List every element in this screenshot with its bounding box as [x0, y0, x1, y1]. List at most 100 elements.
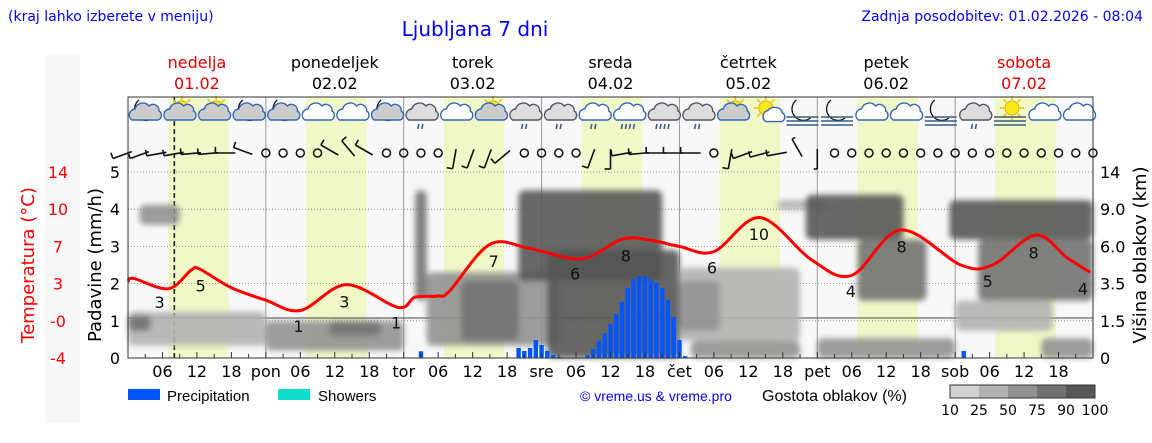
precip-tick-label: 1	[110, 312, 120, 331]
temperature-value-label: 4	[846, 282, 856, 301]
wind-shaft	[354, 144, 374, 156]
temp-tick-label: -0	[50, 312, 66, 331]
cloud-icon	[855, 102, 889, 121]
raindrop	[632, 123, 636, 130]
night-cloudy-icon	[267, 99, 301, 122]
precipitation-bar	[539, 344, 544, 358]
temperature-layer: 3 5 1 3 1 7 6 8 6 10 4 8 5 8 4	[126, 216, 1091, 336]
axes: 543210141073-0-4149.06.03.51.50Temperatu…	[18, 163, 1151, 381]
menu-hint[interactable]: (kraj lahko izberete v meniju)	[8, 9, 214, 25]
cloud-scale-swatch	[1008, 385, 1037, 398]
temperature-value-label: 1	[293, 317, 303, 336]
sun-ray	[1017, 113, 1022, 118]
wind-feather	[747, 151, 751, 158]
cloud-icon	[762, 106, 786, 123]
showers-swatch	[278, 389, 310, 400]
overcast-light-rain-icon	[543, 102, 578, 130]
wind-calm-icon	[261, 148, 271, 158]
precipitation-bars	[418, 276, 966, 358]
precipitation-bar	[527, 347, 533, 358]
wind-feather	[110, 152, 114, 159]
wind-calm-icon	[1071, 148, 1081, 158]
day-date: 05.02	[725, 74, 771, 93]
wind-feather	[144, 149, 148, 156]
wind-calm-icon	[1036, 148, 1047, 158]
sun-ray	[483, 98, 488, 103]
wind-feather	[722, 166, 729, 170]
copyright-link[interactable]: © vreme.us & vreme.pro	[580, 388, 732, 404]
precipitation-bar	[533, 340, 539, 358]
x-tick-label: 06	[428, 362, 448, 381]
wind-calm-icon	[881, 148, 891, 158]
day-date: 06.02	[863, 74, 909, 93]
cloud-icon	[232, 102, 266, 121]
sun-ray	[498, 98, 503, 103]
cloud-blob	[805, 194, 904, 240]
moon-icon	[825, 99, 846, 122]
wind-shaft	[483, 148, 492, 169]
cloud-icon	[716, 102, 751, 121]
cloudy-icon	[1028, 102, 1062, 121]
precipitation-bar	[619, 301, 625, 358]
daylight-band	[306, 97, 367, 358]
cloud-icon	[959, 102, 993, 121]
precipitation-legend-label: Precipitation	[167, 388, 250, 405]
cloudy-moderate-rain-icon	[613, 102, 647, 130]
wind-feather	[232, 141, 237, 148]
cloud-icon	[682, 102, 716, 121]
wind-feather	[627, 148, 630, 155]
temp-tick-label: 7	[53, 237, 63, 256]
cloud-icon	[1062, 102, 1097, 121]
cloud-icon	[267, 102, 301, 121]
showers-legend-label: Showers	[318, 388, 376, 405]
sun-fog-icon	[994, 96, 1026, 126]
precipitation-bar	[591, 349, 596, 358]
raindrop	[590, 123, 593, 130]
cloud-icon	[578, 102, 612, 121]
cloud-blob	[1041, 338, 1093, 358]
x-tick-label: 12	[187, 362, 207, 381]
cloud-scale-frame	[949, 384, 1096, 399]
x-tick-label: 18	[359, 362, 379, 381]
sun-ray	[770, 98, 775, 103]
precip-tick-label: 3	[110, 237, 120, 256]
cloud-scale-label: 10	[941, 403, 959, 419]
day-date: 02.02	[312, 74, 358, 93]
mostly-clear-icon	[753, 96, 786, 123]
cloud-scale-swatch	[1037, 385, 1066, 398]
night-fog-icon	[924, 99, 957, 126]
day-name: četrtek	[720, 53, 778, 72]
temp-tick-label: 14	[48, 163, 68, 182]
cloud-blob	[128, 315, 151, 331]
precipitation-bar	[659, 288, 665, 358]
temperature-line	[126, 216, 1091, 313]
sun-ray	[740, 98, 745, 103]
x-tick-label: 18	[1048, 362, 1068, 381]
cloud-icon	[889, 102, 924, 121]
wind-calm-icon	[554, 148, 564, 158]
temperature-value-label: 5	[196, 277, 206, 296]
wind-shaft	[791, 138, 803, 157]
precipitation-bar	[642, 276, 648, 358]
x-tick-label: pon	[251, 362, 281, 381]
cloud-height-tick-label: 14	[1100, 163, 1120, 182]
wind-barb-icon	[214, 147, 236, 154]
precipitation-bar	[682, 356, 688, 358]
x-tick-label: pet	[804, 362, 830, 381]
cloud-scale-label: 90	[1057, 403, 1075, 419]
wind-feather	[446, 166, 453, 170]
cloud-blob	[679, 281, 720, 331]
sun-ray	[756, 98, 761, 103]
cloud-height-tick-label: 1.5	[1100, 312, 1125, 331]
wind-feather	[196, 148, 200, 155]
cloudy-icon	[889, 102, 924, 121]
x-tick-label: 12	[462, 362, 482, 381]
raindrop	[970, 123, 974, 130]
cloud-blob	[690, 340, 801, 358]
raindrop	[559, 123, 562, 130]
day-name: torek	[452, 53, 494, 72]
wind-calm-icon	[967, 148, 978, 158]
temp-tick-label: 3	[53, 275, 63, 294]
wind-calm-icon	[984, 148, 995, 158]
partly-cloudy-icon	[716, 96, 751, 121]
